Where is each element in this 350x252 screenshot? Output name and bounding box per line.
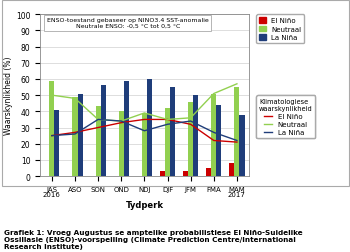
Bar — [49, 81, 54, 176]
Bar — [211, 94, 216, 176]
Bar — [183, 172, 188, 176]
Bar — [124, 81, 129, 176]
Y-axis label: Waarskynlikheid (%): Waarskynlikheid (%) — [4, 57, 13, 135]
Bar — [234, 88, 239, 176]
Bar — [72, 97, 77, 176]
Text: ENSO-toestand gebaseer op NINO3.4 SST-anomalie
Neutrale ENSO: -0,5 °C tot 0,5 °C: ENSO-toestand gebaseer op NINO3.4 SST-an… — [47, 18, 209, 29]
X-axis label: Tydperk: Tydperk — [125, 200, 163, 209]
Bar — [96, 107, 101, 176]
Bar — [193, 96, 198, 176]
Bar — [142, 113, 147, 176]
Bar — [119, 112, 124, 176]
Bar — [229, 164, 234, 176]
Bar — [101, 86, 106, 176]
Bar — [54, 110, 60, 176]
Legend: El Niño, Neutraal, La Niña: El Niño, Neutraal, La Niña — [256, 96, 315, 139]
Bar — [239, 115, 245, 176]
Text: Grafiek 1: Vroeg Augustus se amptelike probabilistiese El Niño-Suidelike
Ossilla: Grafiek 1: Vroeg Augustus se amptelike p… — [4, 230, 302, 249]
Bar — [170, 88, 175, 176]
Bar — [188, 102, 193, 176]
Bar — [77, 94, 83, 176]
Bar — [206, 168, 211, 176]
Bar — [165, 109, 170, 176]
Bar — [160, 172, 165, 176]
Bar — [216, 105, 222, 176]
Bar — [147, 80, 152, 176]
